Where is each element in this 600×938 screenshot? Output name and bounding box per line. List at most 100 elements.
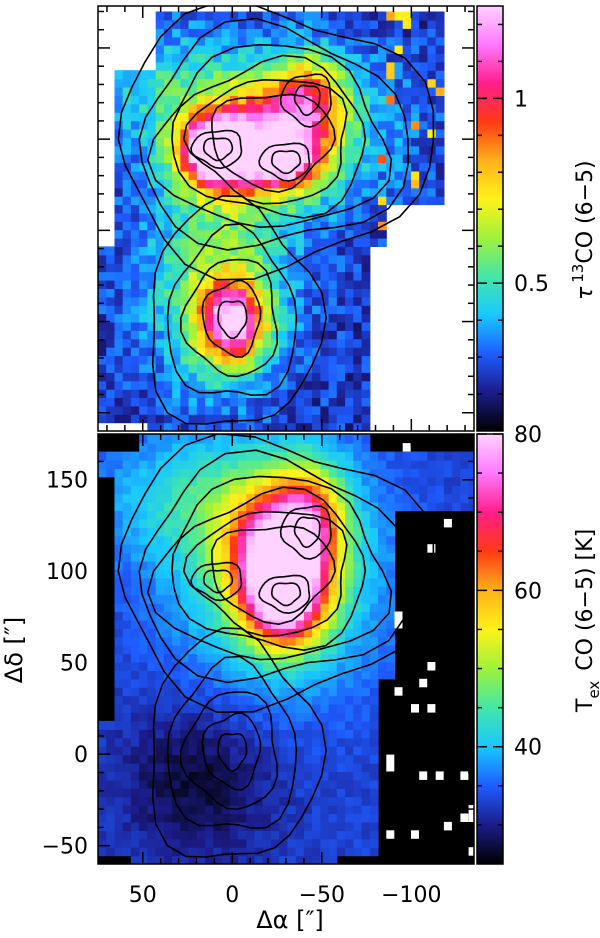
- tau-cell: [98, 405, 107, 415]
- tau-cell: [262, 170, 272, 180]
- tex-cell: [378, 645, 387, 655]
- tex-cell: [287, 535, 297, 545]
- tau-cell: [172, 36, 181, 46]
- tex-cell: [369, 779, 379, 789]
- tex-cell: [213, 729, 223, 739]
- tex-cell: [369, 594, 379, 604]
- tex-cell: [221, 720, 231, 730]
- tau-cell: [188, 179, 198, 189]
- tex-cell: [163, 695, 173, 705]
- tau-cell: [188, 305, 198, 315]
- contour-line: [202, 569, 234, 594]
- tex-cell: [238, 434, 247, 444]
- tau-cell: [139, 154, 148, 164]
- tex-cell: [254, 535, 264, 545]
- tex-cell: [246, 451, 256, 461]
- tex-cell: [155, 619, 165, 629]
- tau-cell: [139, 128, 148, 138]
- tau-cell: [172, 70, 181, 80]
- tex-cell: [254, 460, 264, 469]
- tau-cell: [320, 212, 330, 222]
- tex-cell: [196, 653, 206, 663]
- tex-cell: [130, 813, 140, 823]
- tau-cell: [394, 162, 404, 172]
- tau-cell: [345, 263, 354, 273]
- tau-cell: [336, 19, 346, 29]
- tau-cell: [271, 95, 280, 105]
- tex-cell: [139, 678, 148, 688]
- tau-cell: [155, 87, 165, 96]
- tau-cell: [402, 112, 412, 122]
- tau-cell: [320, 70, 330, 80]
- tex-cell: [213, 468, 223, 478]
- tex-cell: [312, 569, 321, 579]
- tau-cell: [271, 179, 280, 189]
- tau-cell: [213, 11, 223, 21]
- tau-cell: [279, 78, 288, 88]
- tau-cell: [188, 61, 198, 71]
- tau-cell: [279, 389, 288, 398]
- tex-cell: [196, 502, 206, 512]
- tau-cell: [271, 11, 280, 21]
- tau-cell: [295, 128, 305, 138]
- tex-cell: [196, 468, 206, 478]
- tex-cell: [205, 746, 214, 756]
- tex-cell: [402, 451, 412, 461]
- tau-cell: [353, 363, 363, 373]
- tex-cell: [361, 594, 371, 604]
- tex-colorbar-title: TexCO (6−5) [K]: [573, 529, 600, 713]
- tex-cell: [155, 712, 165, 722]
- tex-cell: [246, 788, 256, 798]
- tau-cell: [196, 120, 206, 130]
- tau-cell: [139, 187, 148, 197]
- tex-cell: [452, 451, 461, 461]
- tex-cell: [378, 577, 387, 587]
- tau-cell: [147, 112, 157, 122]
- tau-cell: [312, 36, 321, 46]
- tex-cell: [328, 460, 338, 469]
- tau-cell: [287, 305, 297, 315]
- tex-cell: [271, 611, 280, 621]
- tex-cell: [147, 561, 157, 570]
- tex-cell: [328, 695, 338, 705]
- tau-cell: [295, 355, 305, 365]
- tex-cell: [345, 670, 354, 680]
- tex-cell: [361, 476, 371, 486]
- tau-cell: [271, 355, 280, 365]
- tex-cell: [361, 847, 371, 857]
- tau-cell: [369, 11, 379, 21]
- tex-cell: [196, 746, 206, 756]
- tau-cell: [369, 95, 379, 105]
- tau-cell: [254, 137, 264, 147]
- tex-cell: [246, 830, 256, 840]
- tex-cell: [114, 712, 124, 722]
- tex-cell: [312, 518, 321, 528]
- tau-cell: [196, 229, 206, 239]
- tex-cell: [155, 720, 165, 730]
- tex-cell: [394, 468, 404, 478]
- tau-cell: [188, 389, 198, 398]
- tex-cell: [106, 796, 115, 806]
- tex-cell: [402, 468, 412, 478]
- tex-cell: [229, 763, 239, 772]
- tau-cell: [106, 321, 115, 331]
- tex-cell: [221, 754, 231, 764]
- tau-cell: [229, 196, 239, 206]
- tex-cell: [353, 813, 363, 823]
- tau-cell: [328, 296, 338, 306]
- tau-cell: [369, 19, 379, 29]
- tex-cell: [262, 779, 272, 789]
- tau-cell: [122, 296, 132, 306]
- tau-cell: [254, 45, 264, 54]
- tau-cell: [411, 137, 420, 147]
- tau-cell: [229, 305, 239, 315]
- tex-cell: [303, 653, 313, 663]
- tau-cell: [106, 305, 115, 315]
- tau-cell: [238, 380, 247, 390]
- tex-cell: [271, 771, 280, 781]
- tau-cell: [303, 19, 313, 29]
- tau-cell: [303, 330, 313, 340]
- tau-cell: [295, 321, 305, 331]
- tau-cell: [147, 229, 157, 239]
